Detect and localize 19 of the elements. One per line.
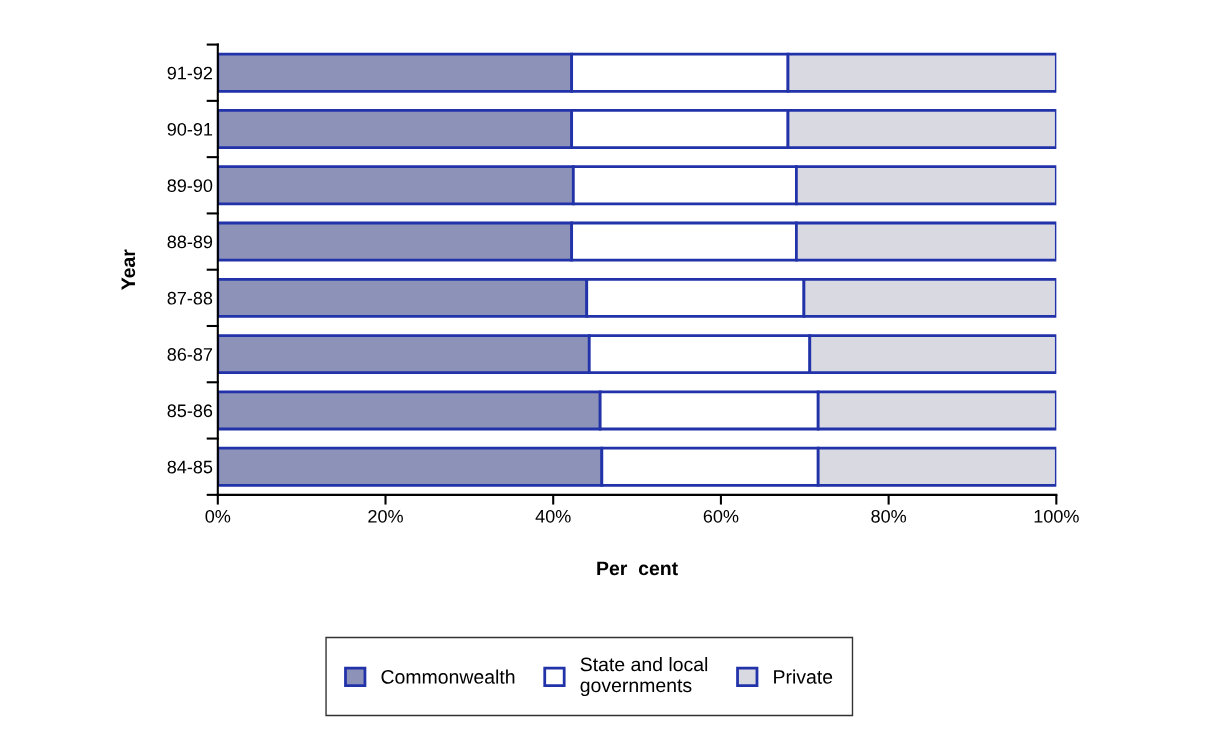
x-tick-label: 20%: [368, 509, 403, 523]
legend-label: State and local governments: [580, 657, 708, 697]
y-tick-label: 89-90: [167, 179, 213, 193]
y-tick-label: 85-86: [167, 404, 213, 418]
y-tick-label: 84-85: [167, 460, 213, 474]
y-tick-label: 91-92: [167, 66, 213, 80]
y-tick-label: 86-87: [167, 348, 213, 361]
x-tick-label: 40%: [535, 509, 571, 523]
legend-label: Commonwealth: [381, 669, 515, 684]
y-tick-label: 88-89: [167, 235, 213, 249]
x-axis-title: Per cent: [597, 561, 678, 576]
y-tick-label: 90-91: [167, 122, 213, 136]
y-tick-label: 87-88: [167, 291, 213, 305]
x-tick-label: 80%: [871, 509, 907, 523]
x-tick-label: 60%: [703, 509, 739, 523]
x-tick-label: 0%: [205, 509, 231, 523]
legend-label: Private: [774, 669, 833, 684]
y-axis-title: Year: [121, 249, 136, 290]
x-tick-label: 100%: [1034, 509, 1079, 523]
